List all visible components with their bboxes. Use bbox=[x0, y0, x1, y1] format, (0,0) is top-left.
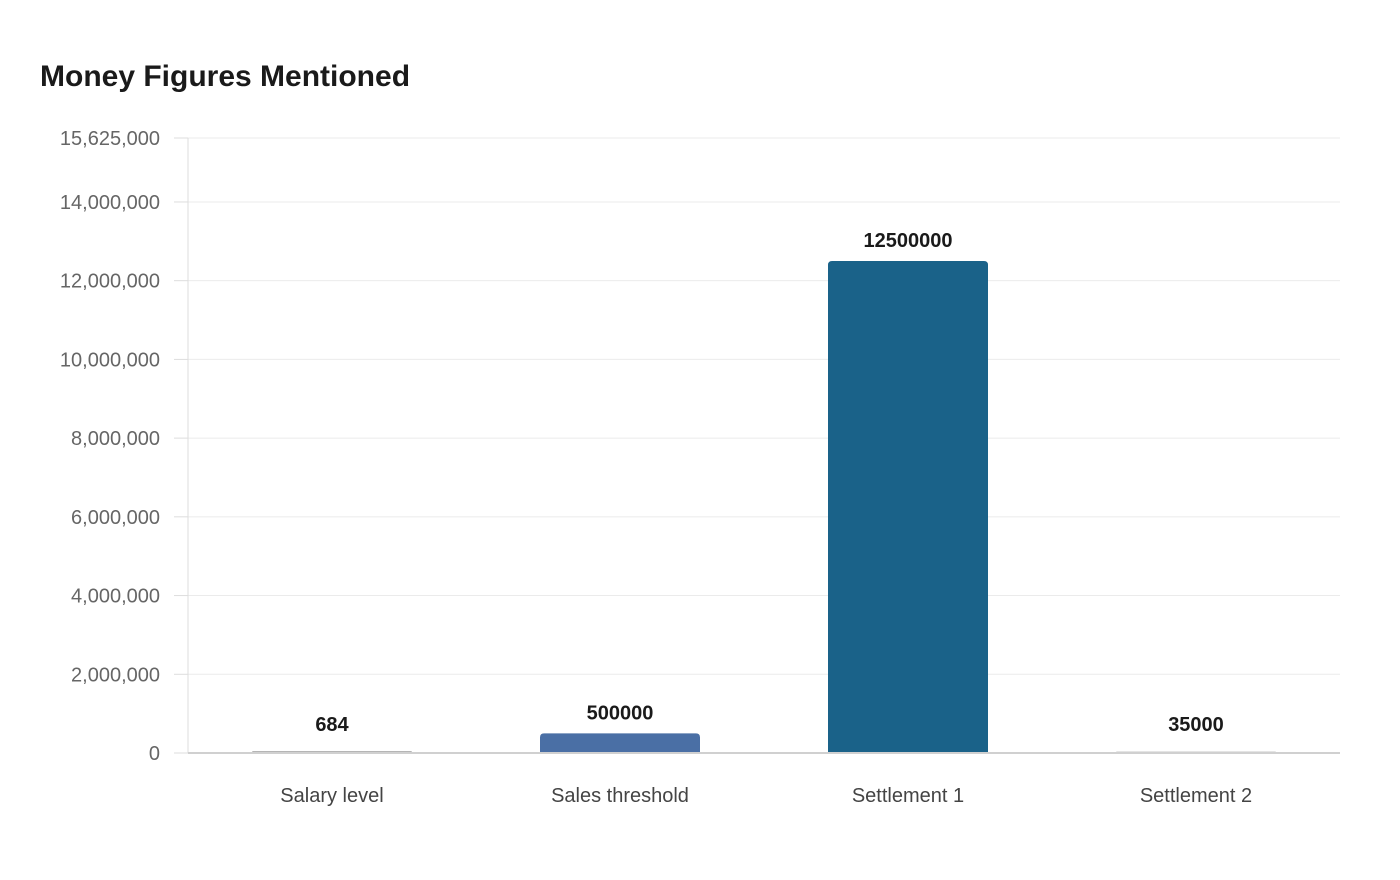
data-label: 684 bbox=[315, 714, 349, 736]
bar bbox=[540, 733, 700, 753]
y-tick-label: 12,000,000 bbox=[60, 271, 160, 293]
y-tick-label: 4,000,000 bbox=[71, 586, 160, 608]
data-label: 12500000 bbox=[864, 230, 953, 252]
y-tick-label: 0 bbox=[149, 743, 160, 765]
data-label: 35000 bbox=[1168, 714, 1224, 736]
y-tick-label: 6,000,000 bbox=[71, 507, 160, 529]
y-tick-label: 14,000,000 bbox=[60, 192, 160, 214]
bar bbox=[828, 261, 988, 753]
y-tick-label: 2,000,000 bbox=[71, 664, 160, 686]
x-tick-label: Settlement 2 bbox=[1140, 785, 1252, 807]
x-tick-label: Salary level bbox=[280, 785, 383, 807]
data-label: 500000 bbox=[587, 702, 654, 724]
y-tick-label: 8,000,000 bbox=[71, 428, 160, 450]
y-tick-label: 15,625,000 bbox=[60, 128, 160, 150]
chart-title: Money Figures Mentioned bbox=[40, 60, 411, 93]
x-tick-label: Settlement 1 bbox=[852, 785, 964, 807]
y-tick-label: 10,000,000 bbox=[60, 349, 160, 371]
x-tick-label: Sales threshold bbox=[551, 785, 689, 807]
